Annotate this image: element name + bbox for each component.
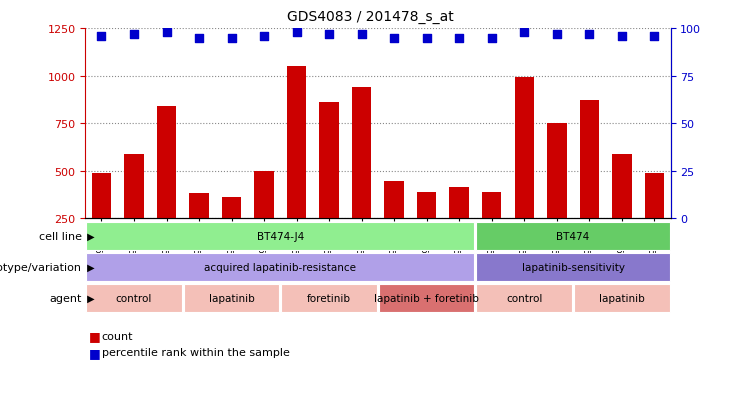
Bar xyxy=(547,124,567,266)
Bar xyxy=(645,173,664,266)
Bar xyxy=(282,284,377,312)
Point xyxy=(421,35,433,42)
Bar xyxy=(417,192,436,266)
Text: ▶: ▶ xyxy=(84,262,94,272)
Text: lapatinib + foretinib: lapatinib + foretinib xyxy=(374,293,479,303)
Point xyxy=(258,33,270,40)
Bar xyxy=(86,253,474,281)
Bar xyxy=(86,222,474,250)
Point xyxy=(583,31,595,38)
Bar xyxy=(450,188,469,266)
Bar xyxy=(574,284,670,312)
Text: ▶: ▶ xyxy=(84,293,94,303)
Point xyxy=(290,29,302,36)
Text: ■: ■ xyxy=(89,346,101,359)
Text: control: control xyxy=(506,293,542,303)
Bar xyxy=(184,284,279,312)
Point xyxy=(486,35,498,42)
Point xyxy=(161,29,173,36)
Point xyxy=(453,35,465,42)
Point xyxy=(551,31,562,38)
Text: BT474-J4: BT474-J4 xyxy=(256,231,304,241)
Bar xyxy=(189,193,209,266)
Point xyxy=(388,35,400,42)
Bar xyxy=(222,198,242,266)
Point xyxy=(648,33,660,40)
Text: lapatinib-sensitivity: lapatinib-sensitivity xyxy=(522,262,625,272)
Bar xyxy=(379,284,474,312)
Point xyxy=(518,29,530,36)
Point xyxy=(193,35,205,42)
Bar xyxy=(476,222,670,250)
Point xyxy=(128,31,140,38)
Text: lapatinib: lapatinib xyxy=(209,293,254,303)
Bar xyxy=(476,284,572,312)
Bar xyxy=(476,253,670,281)
Text: acquired lapatinib-resistance: acquired lapatinib-resistance xyxy=(205,262,356,272)
Bar xyxy=(92,173,111,266)
Point xyxy=(96,33,107,40)
Bar xyxy=(514,78,534,266)
Bar xyxy=(254,171,274,266)
Text: genotype/variation: genotype/variation xyxy=(0,262,82,272)
Bar xyxy=(319,103,339,266)
Bar xyxy=(579,101,599,266)
Text: foretinib: foretinib xyxy=(307,293,351,303)
Point xyxy=(616,33,628,40)
Bar xyxy=(287,67,306,266)
Text: GDS4083 / 201478_s_at: GDS4083 / 201478_s_at xyxy=(287,10,454,24)
Text: cell line: cell line xyxy=(39,231,82,241)
Text: percentile rank within the sample: percentile rank within the sample xyxy=(102,347,290,357)
Point xyxy=(225,35,237,42)
Bar xyxy=(124,154,144,266)
Text: BT474: BT474 xyxy=(556,231,590,241)
Point xyxy=(356,31,368,38)
Bar xyxy=(86,284,182,312)
Text: lapatinib: lapatinib xyxy=(599,293,645,303)
Bar xyxy=(482,192,502,266)
Bar xyxy=(157,107,176,266)
Text: ▶: ▶ xyxy=(84,231,94,241)
Bar xyxy=(352,88,371,266)
Text: ■: ■ xyxy=(89,329,101,342)
Bar xyxy=(612,154,631,266)
Text: agent: agent xyxy=(49,293,82,303)
Bar xyxy=(385,182,404,266)
Text: count: count xyxy=(102,331,133,341)
Point xyxy=(323,31,335,38)
Text: control: control xyxy=(116,293,152,303)
